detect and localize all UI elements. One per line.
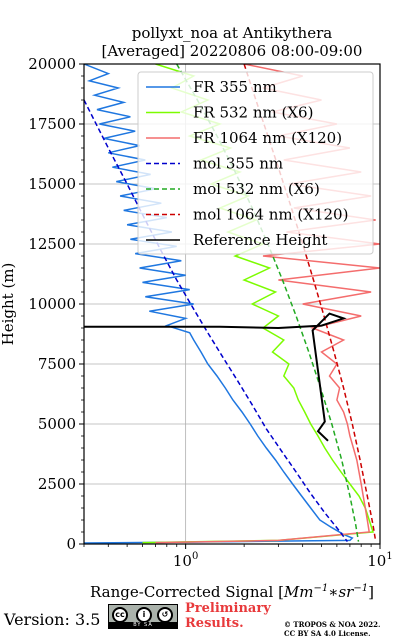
x-axis-label-exp1: −1 [314,583,329,594]
legend-label-1: FR 532 nm (X6) [193,104,313,122]
copyright-line1: © TROPOS & NOA 2022. [284,620,381,629]
series-line-0 [84,64,354,544]
y-tick-label-2: 5000 [38,415,76,433]
x-tick-label-1: 101 [367,551,392,570]
y-tick-label-8: 20000 [28,55,76,73]
preliminary-line2: Results. [185,616,244,631]
preliminary-notice: Preliminary Results. [185,601,271,631]
y-tick-label-5: 12500 [28,235,76,253]
series-line-6 [84,312,347,442]
y-tick-label-4: 10000 [28,295,76,313]
legend-box [137,71,374,255]
x-tick-label-0: 100 [173,551,198,570]
y-tick-label-3: 7500 [38,355,76,373]
copyright-notice: © TROPOS & NOA 2022. CC BY SA 4.0 Licens… [284,620,380,638]
cc-badge-strip: BY SA [109,622,177,628]
x-axis-label-exp2: −1 [353,583,368,594]
axis-ticks: 0 2500 5000 7500 10000 12500 15000 17500 20000 10… [28,55,392,570]
sa-icon: ↺ [157,607,173,623]
version-label: Version: 3.5 [4,610,101,629]
legend-label-5: mol 1064 nm (X120) [193,206,348,224]
y-axis-label: Height (m) [0,263,17,346]
cc-by-sa-badge: cc i ↺ BY SA [108,604,178,629]
copyright-line2: CC BY SA 4.0 License. [284,629,371,638]
cc-icon: cc [112,607,128,623]
x-axis-label-mid: ∗sr [328,583,354,600]
chart-title: pollyxt_noa at Antikythera [132,24,332,42]
legend-label-3: mol 355 nm [193,155,283,173]
y-tick-label-0: 0 [66,535,76,553]
preliminary-line1: Preliminary [185,601,271,616]
y-tick-label-7: 17500 [28,115,76,133]
legend-label-6: Reference Height [193,231,327,249]
y-tick-label-6: 15000 [28,175,76,193]
by-icon: i [136,607,152,623]
y-tick-label-1: 2500 [38,475,76,493]
legend-label-2: FR 1064 nm (X120) [193,129,342,147]
chart-subtitle: [Averaged] 20220806 08:00-09:00 [102,42,363,60]
lidar-profile-chart: pollyxt_noa at Antikythera [Averaged] 20… [0,24,393,600]
legend: FR 355 nm FR 532 nm (X6) FR 1064 nm (X120)… [137,71,374,255]
x-axis-label-end: ] [368,583,374,600]
legend-label-4: mol 532 nm (X6) [193,180,320,198]
x-axis-label-main: Range-Corrected Signal [ [90,583,284,600]
x-axis-label-unit: Mm [283,583,314,600]
legend-label-0: FR 355 nm [193,78,277,96]
x-axis-label: Range-Corrected Signal [Mm−1∗sr−1] [90,583,374,600]
